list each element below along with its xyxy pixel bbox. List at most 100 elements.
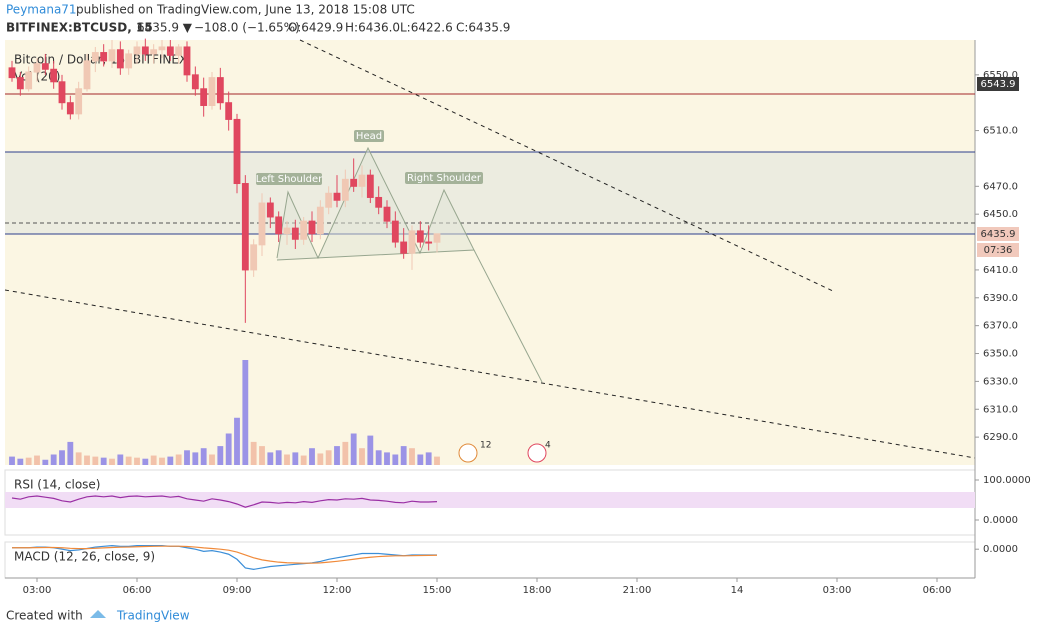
x-tick-label: 21:00 [623,585,652,596]
candle-body [291,227,299,240]
candle-body [308,220,316,235]
symbol: BITFINEX:BTCUSD, 15 [6,21,153,35]
event-icon[interactable] [527,443,547,463]
volume-bar [275,450,282,465]
y-tick-label: 6390.0 [983,293,1018,304]
candle-body [250,244,258,271]
ohlc: C:6435.9 [456,21,510,35]
event-icon[interactable] [458,443,478,463]
candle-body [258,202,266,246]
candle-body [8,67,16,79]
annotation: Right Shoulder [407,173,482,184]
candle-body [341,178,349,201]
y-tick-label: 6290.0 [983,432,1018,443]
price-label: 6435.9 [981,229,1016,240]
rsi-band [5,492,975,508]
x-tick-label: 14 [731,585,744,596]
brand[interactable]: TradingView [116,609,190,623]
y-tick-label: 6470.0 [983,181,1018,192]
volume-bar [367,435,374,465]
y-tick-label: 6410.0 [983,265,1018,276]
candle-body [383,206,391,222]
candle-body [225,102,233,120]
ohlc: H:6436.0 [345,21,400,35]
candle-body [25,71,33,90]
rsi-title: RSI (14, close) [14,478,100,492]
candle-body [66,102,74,115]
candle-body [333,192,341,201]
volume-bar [192,452,199,465]
candle-body [75,88,83,115]
volume-bar [125,456,132,465]
volume-bar [334,446,340,465]
candle-body [83,60,91,90]
candle-body [241,183,249,271]
candle-body [391,220,399,243]
volume-bar [417,454,424,465]
footer-text: Created with [6,609,83,623]
volume-bar [242,360,249,465]
candle-body [58,81,66,104]
event-count: 4 [545,441,551,451]
candle-body [33,63,41,73]
y-tick-label: 6310.0 [983,404,1018,415]
price-tag [977,227,1019,241]
candle-body [16,77,24,90]
author[interactable]: Peymana71 [6,3,77,17]
label-box [405,172,483,184]
y-tick-label: 6450.0 [983,209,1018,220]
volume-bar [100,457,107,465]
x-tick-label: 06:00 [923,585,952,596]
volume-bar [325,450,332,465]
ohlc: O:6429.9 [288,21,343,35]
volume-bar [434,456,440,465]
y-tick-label: 100.0000 [983,475,1031,486]
volume-bar [342,441,349,465]
x-tick-label: 15:00 [423,585,452,596]
published: published on TradingView.com, June 13, 2… [76,3,415,17]
x-tick-label: 12:00 [323,585,352,596]
candle-body [325,192,333,208]
volume-bar [200,448,207,465]
volume-bar [384,452,390,465]
candle-body [50,68,58,83]
logo [90,610,106,618]
price-tag [977,77,1019,91]
candle-body [158,46,166,51]
volume-bar [350,433,357,465]
volume-bar [234,417,240,465]
candle-body [116,49,124,69]
y-tick-label: 6350.0 [983,349,1018,360]
volume-bar [150,455,157,465]
volume-bar [142,458,149,465]
volume-bar [359,448,365,465]
volume-bar [400,446,407,465]
volume-bar [217,446,224,465]
candle-body [266,202,274,218]
volume-bar [209,454,215,465]
level-label: 6543.9 [981,79,1016,90]
ohlc: L:6422.6 [400,21,453,35]
volume-bar [75,452,82,465]
candle-body [425,241,433,244]
volume-bar [225,433,232,465]
x-tick-label: 09:00 [223,585,252,596]
volume-bar [392,454,399,465]
macd-pane [4,541,976,579]
volume-bar [159,457,165,465]
volume-bar [259,446,265,465]
y-tick-label: 6330.0 [983,376,1018,387]
y-tick-label: 6370.0 [983,321,1018,332]
candle-body [366,174,374,198]
price-tag [977,243,1019,257]
x-tick-label: 06:00 [123,585,152,596]
volume-bar [267,452,274,465]
volume-bar [250,441,257,465]
volume-bar [134,457,140,465]
volume-bar [284,454,290,465]
candle-body [216,77,224,104]
candle-body [408,230,416,254]
volume-bar [309,448,315,465]
y-tick-label: 6510.0 [983,126,1018,137]
candle-body [433,233,441,243]
